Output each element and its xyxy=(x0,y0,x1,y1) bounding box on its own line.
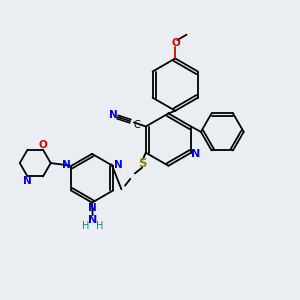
Text: N: N xyxy=(62,160,70,170)
Text: N: N xyxy=(88,203,96,213)
Text: C: C xyxy=(134,120,140,130)
Text: S: S xyxy=(138,157,147,169)
Text: N: N xyxy=(88,215,97,225)
Text: H: H xyxy=(96,221,103,231)
Text: N: N xyxy=(22,176,31,186)
Text: N: N xyxy=(109,110,118,120)
Text: H: H xyxy=(82,221,89,231)
Text: O: O xyxy=(172,38,180,48)
Text: N: N xyxy=(190,149,200,159)
Text: O: O xyxy=(39,140,47,150)
Text: N: N xyxy=(113,160,122,170)
